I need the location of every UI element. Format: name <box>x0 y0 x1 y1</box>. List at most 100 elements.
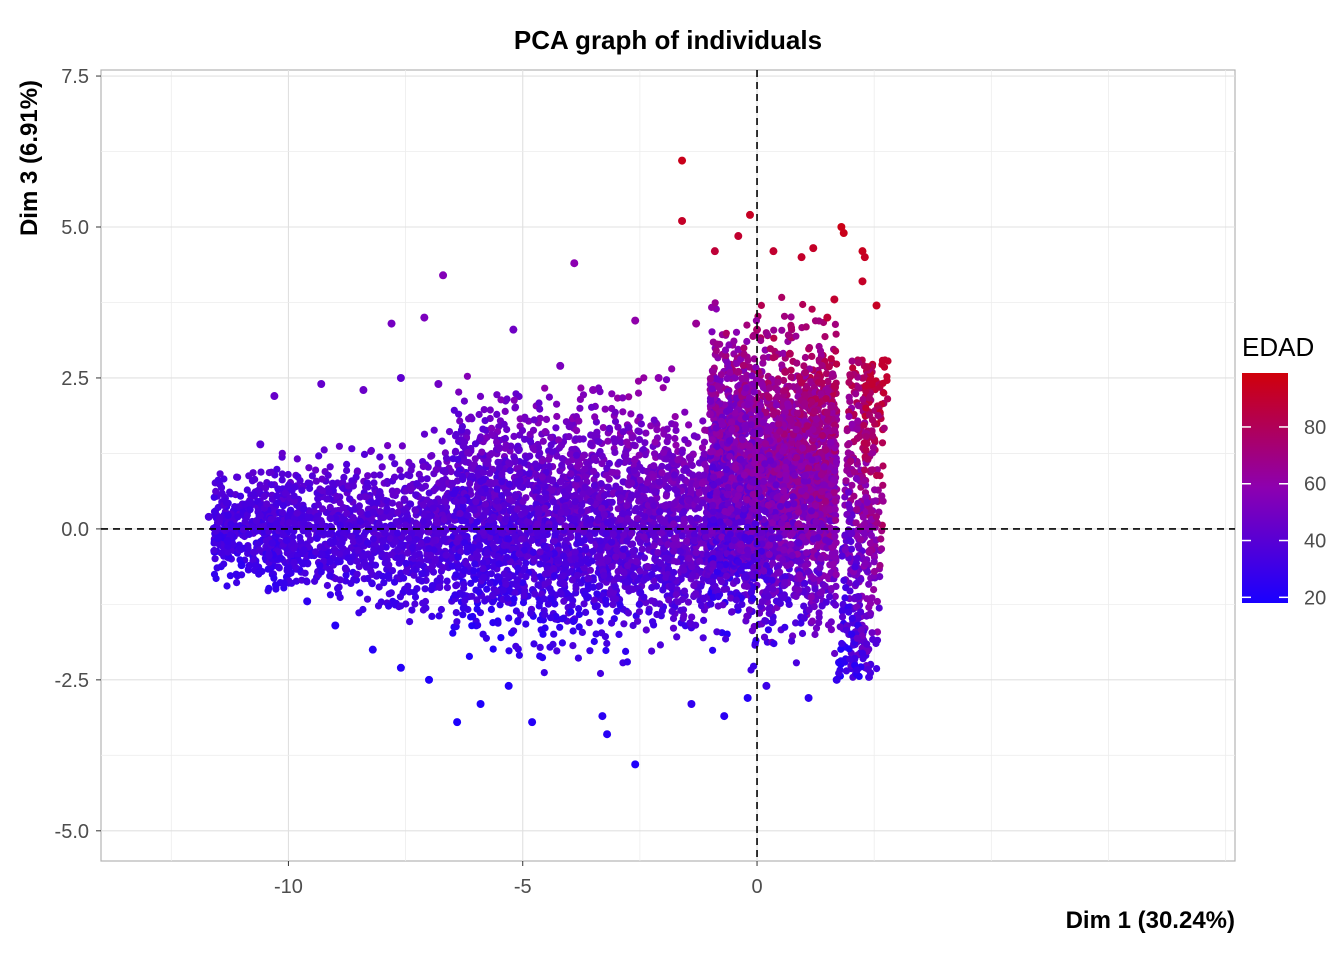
cloud-point <box>471 575 479 583</box>
cloud-point <box>549 565 558 573</box>
cloud-point <box>596 617 604 625</box>
cloud-point <box>672 426 680 434</box>
cloud-point <box>335 540 344 548</box>
cloud-point <box>833 360 841 368</box>
cloud-point <box>611 448 619 456</box>
cloud-point <box>636 476 644 484</box>
cloud-point <box>661 502 669 510</box>
cloud-point <box>558 615 567 623</box>
cloud-point <box>531 460 540 468</box>
cloud-point <box>348 445 356 453</box>
cloud-point <box>334 558 342 566</box>
cloud-point <box>284 470 292 479</box>
cloud-point <box>560 597 568 605</box>
cloud-point <box>561 560 569 568</box>
cloud-point <box>505 495 513 503</box>
cloud-point <box>502 441 510 449</box>
cloud-point <box>479 573 488 581</box>
cloud-point <box>412 507 420 515</box>
cloud-point <box>623 658 632 666</box>
cloud-point <box>593 590 601 598</box>
cloud-point <box>489 619 497 627</box>
cloud-point <box>623 501 631 510</box>
cloud-point <box>426 512 434 521</box>
cloud-point <box>627 410 635 418</box>
cloud-point <box>497 396 505 404</box>
cloud-point <box>248 499 256 507</box>
cloud-point <box>346 522 354 531</box>
cloud-point <box>299 560 308 568</box>
cloud-point <box>453 470 461 478</box>
cloud-point <box>262 537 270 545</box>
cloud-point <box>591 603 599 611</box>
cloud-point <box>299 548 307 557</box>
cloud-point <box>613 469 621 477</box>
cloud-point <box>565 485 573 493</box>
cloud-point <box>308 472 316 480</box>
cloud-point <box>371 561 380 569</box>
cloud-point <box>406 472 414 480</box>
cloud-point <box>217 484 226 492</box>
cloud-point <box>450 490 458 498</box>
cloud-point <box>370 471 378 479</box>
cloud-point <box>381 559 389 567</box>
cloud-point <box>604 437 612 445</box>
cloud-point <box>641 439 649 447</box>
cloud-point <box>459 611 467 619</box>
cloud-point <box>578 501 586 509</box>
cloud-point <box>590 637 598 646</box>
cloud-point <box>323 581 331 590</box>
cloud-point <box>553 647 561 655</box>
cloud-point <box>670 534 679 543</box>
cloud-point <box>622 451 630 459</box>
cloud-point <box>676 547 684 556</box>
cloud-point <box>283 567 291 575</box>
cloud-point <box>582 546 590 554</box>
cloud-point <box>430 537 438 545</box>
cloud-point <box>656 508 664 516</box>
cloud-point <box>482 500 490 508</box>
cloud-point <box>519 579 527 587</box>
cloud-point <box>243 511 251 519</box>
cloud-point <box>540 669 548 677</box>
cloud-point <box>375 583 383 591</box>
cloud-point <box>573 475 581 483</box>
cloud-point <box>245 530 253 539</box>
cloud-point <box>405 458 413 466</box>
cloud-point <box>516 469 524 477</box>
cloud-point <box>700 616 708 625</box>
cloud-point <box>514 564 522 572</box>
cloud-point <box>499 586 507 594</box>
cloud-point <box>659 384 667 392</box>
cloud-point <box>363 539 372 547</box>
cloud-point <box>581 465 589 473</box>
cloud-point <box>400 495 408 503</box>
cloud-point <box>619 408 627 416</box>
cloud-point <box>568 601 576 609</box>
cloud-point <box>340 473 348 481</box>
cloud-point <box>461 597 469 605</box>
cloud-point <box>680 612 688 620</box>
cloud-point <box>637 524 645 532</box>
cloud-point <box>304 530 312 539</box>
cloud-point <box>672 591 680 599</box>
cloud-point <box>486 516 495 524</box>
cloud-point <box>211 555 219 563</box>
cloud-point <box>699 417 707 425</box>
cloud-point <box>506 460 514 468</box>
cloud-point <box>406 618 414 626</box>
cloud-point <box>674 598 682 606</box>
cloud-point <box>548 448 556 456</box>
cloud-point <box>379 572 387 580</box>
cloud-point <box>580 536 589 544</box>
cloud-point <box>442 551 450 559</box>
cloud-point <box>404 582 412 590</box>
cloud-point <box>536 652 544 660</box>
cloud-point <box>662 376 671 384</box>
cloud-point <box>311 577 319 585</box>
cloud-point <box>561 543 569 551</box>
cloud-point <box>664 463 672 471</box>
cloud-point <box>326 538 334 547</box>
cloud-point <box>479 565 487 573</box>
cloud-point <box>479 630 487 638</box>
